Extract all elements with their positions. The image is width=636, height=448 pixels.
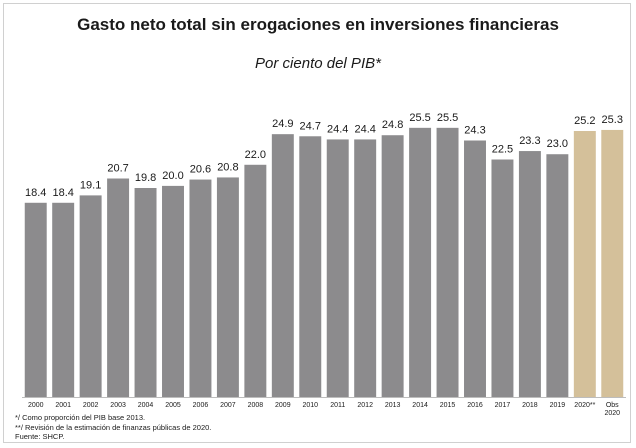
value-label-8: 22.0 xyxy=(245,149,266,161)
x-tick-label-21: Obs 2020 xyxy=(604,402,620,417)
chart-frame xyxy=(3,3,631,443)
value-label-0: 18.4 xyxy=(25,187,46,199)
value-label-10: 24.7 xyxy=(300,120,321,132)
bar-6 xyxy=(189,179,212,397)
x-tick-label-19: 2019 xyxy=(550,402,566,409)
bar-13 xyxy=(381,135,404,397)
value-label-4: 19.8 xyxy=(135,172,156,184)
bar-12 xyxy=(354,139,377,397)
x-tick-label-1: 2001 xyxy=(55,402,71,409)
footnote-revision: **/ Revisión de la estimación de finanza… xyxy=(15,423,212,432)
value-label-19: 23.0 xyxy=(547,138,568,150)
bar-17 xyxy=(491,159,514,397)
footnote-base: */ Como proporción del PIB base 2013. xyxy=(15,413,146,422)
bar-16 xyxy=(464,140,486,397)
x-tick-label-5: 2005 xyxy=(165,402,181,409)
x-tick-label-7: 2007 xyxy=(220,402,236,409)
value-label-14: 25.5 xyxy=(409,112,430,124)
x-tick-label-0: 2000 xyxy=(28,402,44,409)
bar-21 xyxy=(601,129,624,397)
bar-9 xyxy=(271,134,294,398)
bar-7 xyxy=(216,177,239,397)
value-label-21: 25.3 xyxy=(602,114,623,126)
x-tick-label-13: 2013 xyxy=(385,402,401,409)
value-label-9: 24.9 xyxy=(272,118,293,130)
value-label-20: 25.2 xyxy=(574,115,595,127)
value-label-16: 24.3 xyxy=(464,125,485,137)
value-label-15: 25.5 xyxy=(437,112,458,124)
x-tick-label-3: 2003 xyxy=(110,402,126,409)
bar-4 xyxy=(134,188,157,397)
bar-1 xyxy=(52,202,75,397)
x-tick-label-15: 2015 xyxy=(440,402,456,409)
x-tick-label-20: 2020** xyxy=(574,402,595,409)
bar-14 xyxy=(409,127,432,397)
x-tick-label-8: 2008 xyxy=(248,402,264,409)
chart-title: Gasto neto total sin erogaciones en inve… xyxy=(77,15,559,34)
value-label-7: 20.8 xyxy=(217,161,238,173)
chart-subtitle: Por ciento del PIB* xyxy=(255,55,381,72)
bar-11 xyxy=(326,139,349,397)
value-label-5: 20.0 xyxy=(162,170,183,182)
value-label-2: 19.1 xyxy=(80,179,101,191)
bar-8 xyxy=(244,164,267,397)
x-tick-label-9: 2009 xyxy=(275,402,291,409)
x-tick-label-10: 2010 xyxy=(302,402,318,409)
x-tick-label-14: 2014 xyxy=(412,402,428,409)
x-tick-label-17: 2017 xyxy=(495,402,511,409)
bar-0 xyxy=(24,202,47,397)
bar-15 xyxy=(436,127,459,397)
value-label-18: 23.3 xyxy=(519,135,540,147)
x-tick-label-11: 2011 xyxy=(330,402,345,409)
bar-3 xyxy=(107,178,130,397)
x-tick-label-16: 2016 xyxy=(467,402,483,409)
value-label-1: 18.4 xyxy=(52,187,73,199)
value-label-17: 22.5 xyxy=(492,144,513,156)
x-tick-label-12: 2012 xyxy=(357,402,373,409)
bar-5 xyxy=(162,185,184,397)
x-tick-label-4: 2004 xyxy=(138,402,154,409)
x-tick-label-2: 2002 xyxy=(83,402,99,409)
bar-2 xyxy=(79,195,102,397)
value-label-12: 24.4 xyxy=(354,123,375,135)
bar-10 xyxy=(299,136,322,397)
value-label-11: 24.4 xyxy=(327,123,348,135)
value-label-13: 24.8 xyxy=(382,119,403,131)
value-label-6: 20.6 xyxy=(190,164,211,176)
x-tick-label-18: 2018 xyxy=(522,402,538,409)
value-label-3: 20.7 xyxy=(107,163,128,175)
footnote-source: Fuente: SHCP. xyxy=(15,432,65,441)
bar-18 xyxy=(518,151,541,397)
x-tick-label-6: 2006 xyxy=(193,402,209,409)
bar-20 xyxy=(573,131,596,397)
bar-19 xyxy=(546,154,569,397)
